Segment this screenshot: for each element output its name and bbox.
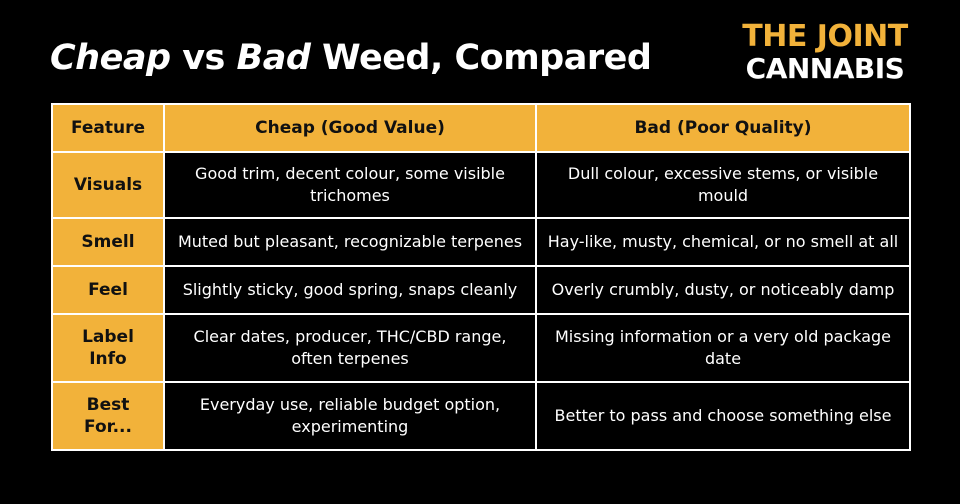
table-row: Best For... Everyday use, reliable budge… bbox=[51, 381, 911, 451]
table-row: Smell Muted but pleasant, recognizable t… bbox=[51, 217, 911, 267]
logo-line-1: THE JOINT bbox=[742, 19, 908, 54]
title-word-cheap: Cheap bbox=[50, 38, 171, 78]
feature-cell: Visuals bbox=[51, 151, 165, 219]
bad-cell: Overly crumbly, dusty, or noticeably dam… bbox=[535, 265, 911, 315]
brand-logo: THE JOINT CANNABIS bbox=[720, 22, 930, 83]
cheap-cell: Clear dates, producer, THC/CBD range, of… bbox=[163, 313, 537, 383]
title-join: vs bbox=[170, 38, 237, 78]
bad-cell: Better to pass and choose something else bbox=[535, 381, 911, 451]
table-row: Visuals Good trim, decent colour, some v… bbox=[51, 151, 911, 219]
feature-cell: Smell bbox=[51, 217, 165, 267]
cheap-cell: Muted but pleasant, recognizable terpene… bbox=[163, 217, 537, 267]
logo-line-2: CANNABIS bbox=[745, 52, 905, 85]
title-rest: Weed, Compared bbox=[310, 38, 652, 78]
cheap-cell: Everyday use, reliable budget option, ex… bbox=[163, 381, 537, 451]
table-row: Feel Slightly sticky, good spring, snaps… bbox=[51, 265, 911, 315]
feature-cell: Feel bbox=[51, 265, 165, 315]
title-word-bad: Bad bbox=[236, 38, 311, 78]
table-row: Label Info Clear dates, producer, THC/CB… bbox=[51, 313, 911, 383]
bad-cell: Dull colour, excessive stems, or visible… bbox=[535, 151, 911, 219]
table-header-row: Feature Cheap (Good Value) Bad (Poor Qua… bbox=[51, 103, 911, 153]
bad-cell: Hay-like, musty, chemical, or no smell a… bbox=[535, 217, 911, 267]
header-feature: Feature bbox=[51, 103, 165, 153]
page-title: Cheap vs Bad Weed, Compared bbox=[50, 38, 652, 78]
feature-cell: Label Info bbox=[51, 313, 165, 383]
bad-cell: Missing information or a very old packag… bbox=[535, 313, 911, 383]
comparison-table: Feature Cheap (Good Value) Bad (Poor Qua… bbox=[51, 103, 911, 451]
header-cheap: Cheap (Good Value) bbox=[163, 103, 537, 153]
header-bad: Bad (Poor Quality) bbox=[535, 103, 911, 153]
cheap-cell: Slightly sticky, good spring, snaps clea… bbox=[163, 265, 537, 315]
feature-cell: Best For... bbox=[51, 381, 165, 451]
cheap-cell: Good trim, decent colour, some visible t… bbox=[163, 151, 537, 219]
